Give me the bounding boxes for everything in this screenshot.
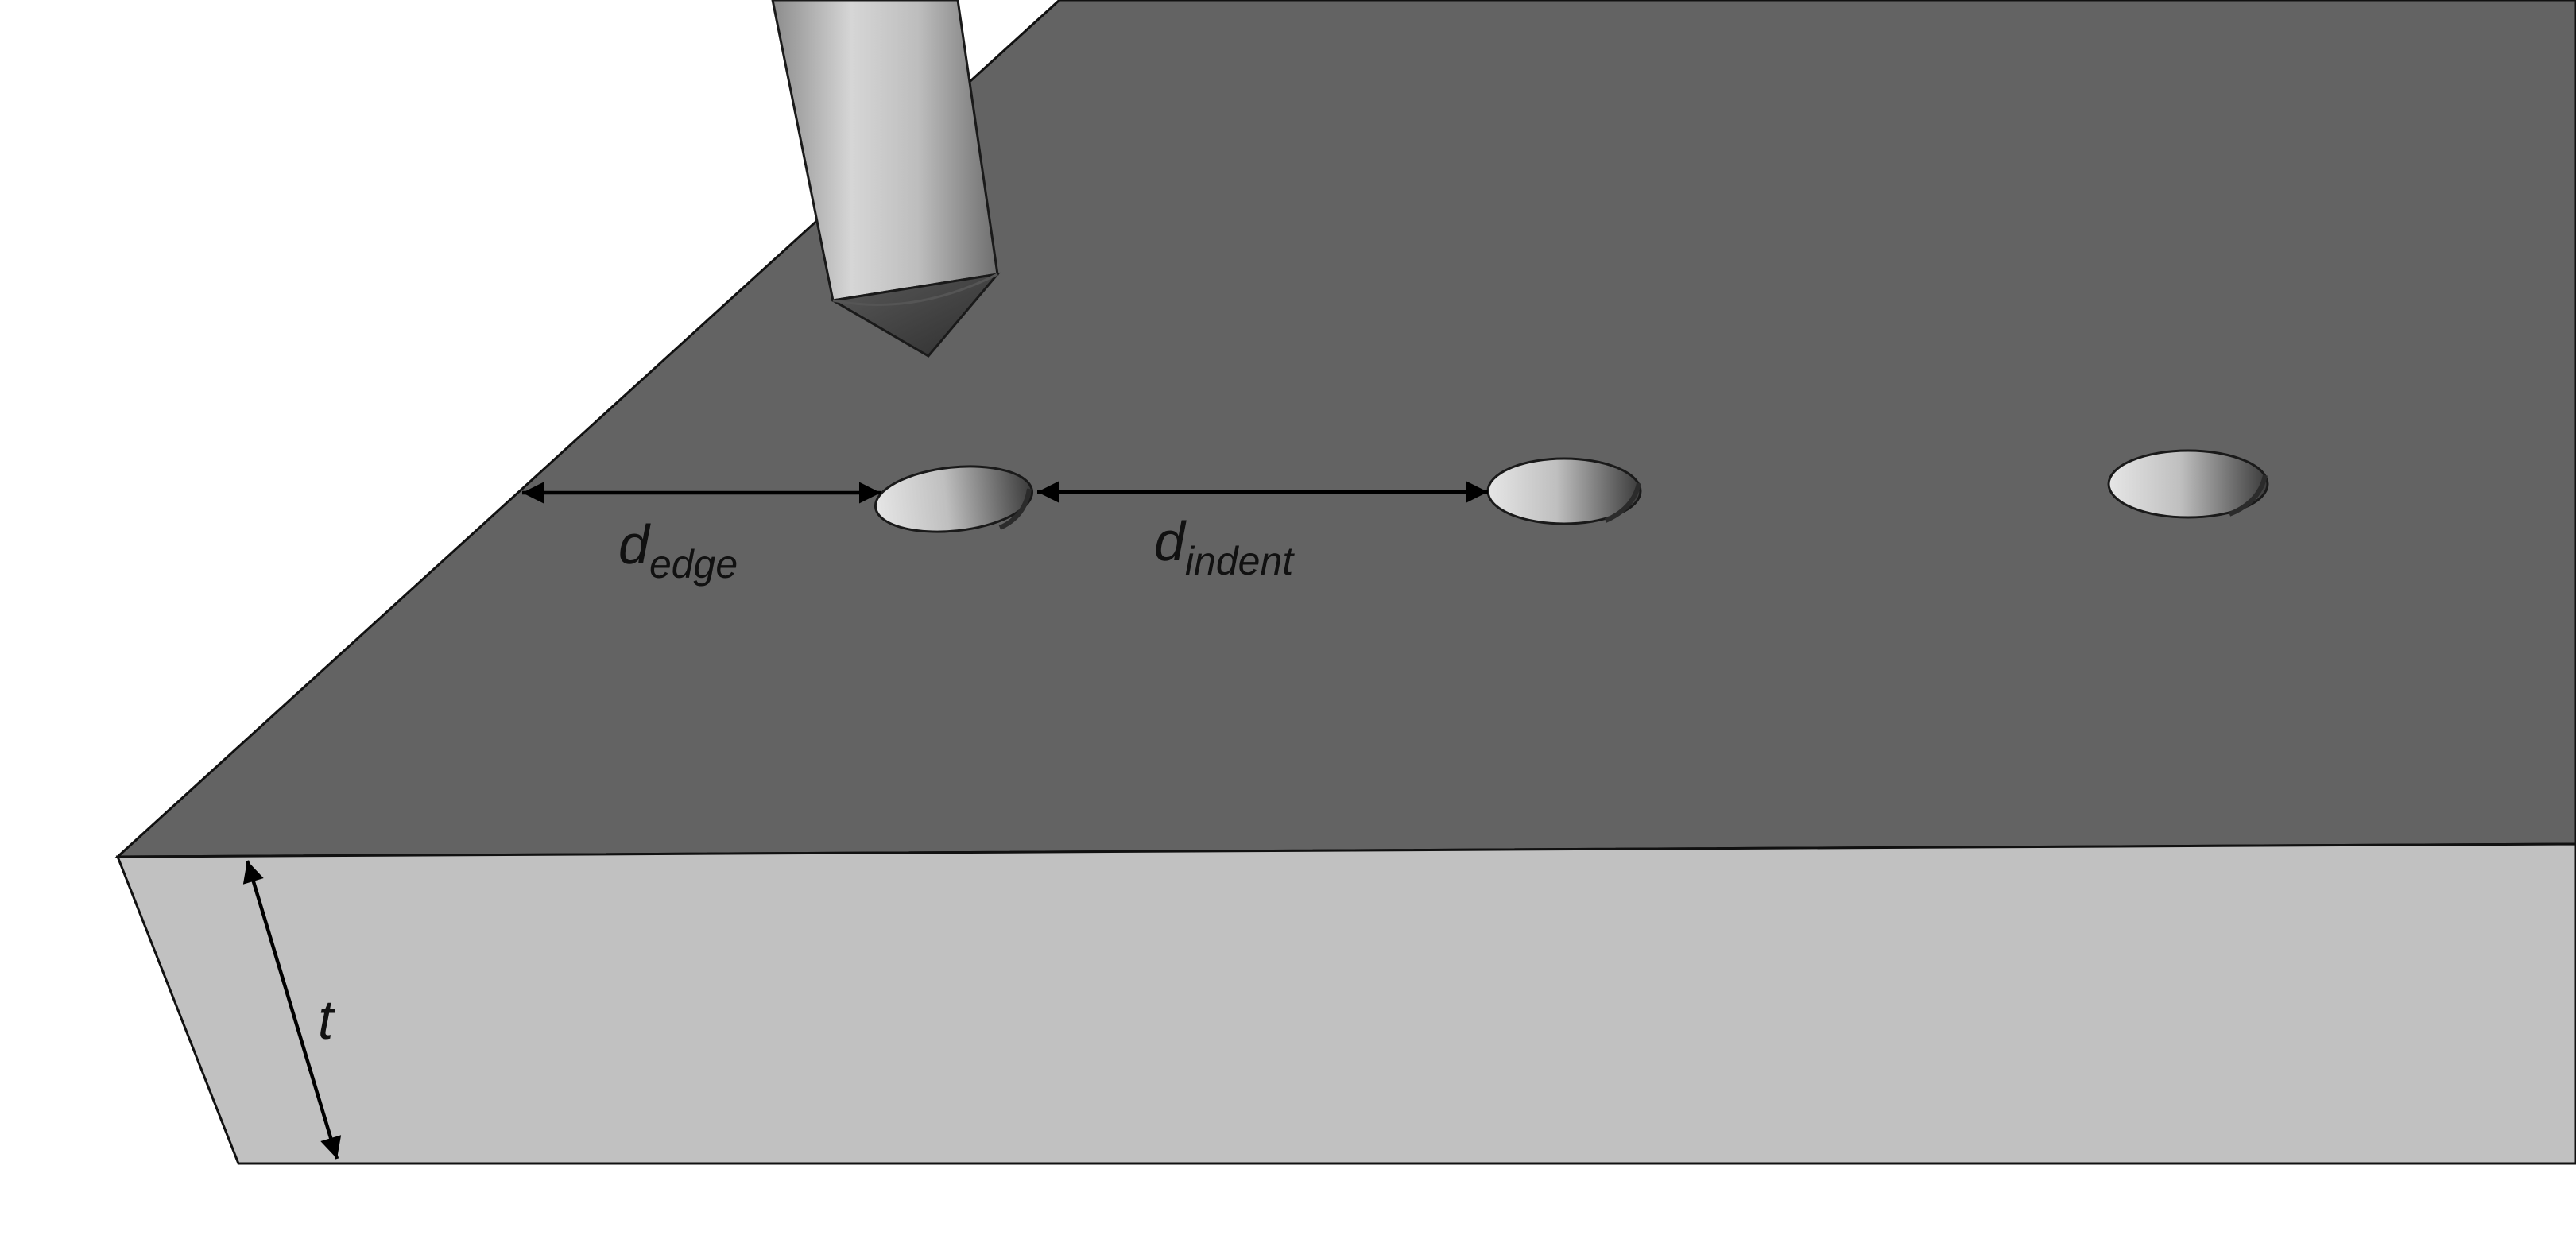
edge-distance-label: dedge [618,513,738,587]
indent-distance-label: dindent [1154,510,1295,583]
indent-distance-label-main: d [1154,510,1187,572]
indentation-3 [2107,449,2269,519]
thickness-dimension-line [242,860,342,1160]
plate-front-face [115,842,2576,1165]
edge-distance-label-subscript: edge [649,542,738,587]
indenter-tip [829,272,1001,358]
indenter-tool [771,0,1001,358]
indent-distance-label-subscript: indent [1185,539,1295,583]
edge-distance-label-main: d [618,513,651,575]
indentation-1 [874,465,1034,533]
thickness-label: t [318,989,335,1051]
indentation-2 [1486,457,1642,525]
